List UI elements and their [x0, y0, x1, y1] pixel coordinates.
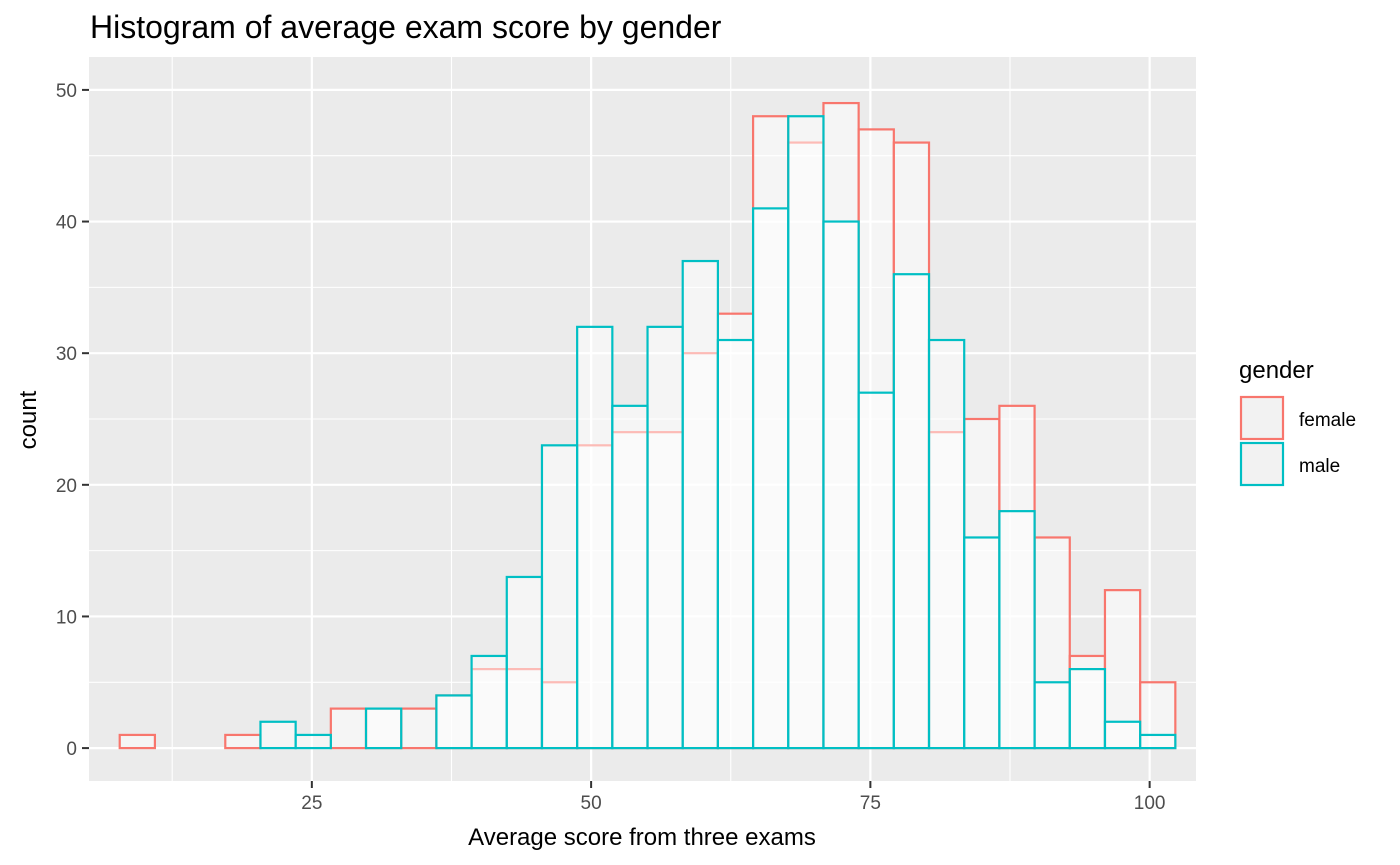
bar-male-9 [435, 694, 473, 750]
bar-male-5 [294, 733, 332, 750]
bar-female-8 [400, 707, 438, 750]
bar-male-25 [998, 510, 1036, 750]
chart-title: Histogram of average exam score by gende… [90, 9, 722, 45]
bar-female-6 [329, 707, 368, 750]
bar-male-29 [1139, 733, 1177, 750]
x-tick-label-2: 75 [860, 793, 881, 814]
x-tick-label-0: 25 [301, 793, 322, 814]
bar-male-21 [857, 391, 895, 750]
y-axis: 0 10 20 30 40 50 [56, 81, 89, 760]
bar-male-20 [822, 220, 860, 750]
bar-male-23 [927, 338, 966, 750]
legend-label-male: male [1299, 456, 1340, 477]
bar-male-26 [1033, 681, 1071, 750]
x-tick-label-1: 50 [581, 793, 602, 814]
bar-male-14 [611, 404, 649, 750]
bar-male-12 [540, 444, 579, 750]
legend: gender female male [1239, 357, 1356, 487]
legend-title: gender [1239, 357, 1314, 384]
x-tick-label-3: 100 [1134, 793, 1166, 814]
bar-male-22 [892, 273, 931, 750]
y-tick-label-4: 40 [56, 213, 77, 234]
bar-male-27 [1068, 668, 1107, 750]
bar-female-0 [118, 733, 157, 750]
bar-male-11 [505, 575, 544, 750]
legend-label-female: female [1299, 410, 1356, 431]
bar-male-13 [576, 325, 614, 750]
series-male-bars [259, 115, 1177, 750]
bar-male-17 [716, 338, 755, 750]
bar-male-10 [470, 654, 508, 750]
bar-female-3 [224, 733, 262, 750]
y-axis-title: count [15, 390, 42, 449]
x-axis-title: Average score from three exams [468, 824, 816, 851]
y-tick-label-3: 30 [56, 344, 77, 365]
bar-male-28 [1103, 720, 1142, 750]
y-tick-label-1: 10 [56, 607, 77, 628]
bar-male-4 [259, 720, 297, 750]
x-axis: 25 50 75 100 [301, 781, 1165, 814]
y-tick-label-2: 20 [56, 476, 77, 497]
y-tick-label-5: 50 [56, 81, 77, 102]
bar-male-19 [787, 115, 825, 750]
bar-male-7 [364, 707, 403, 750]
bar-male-16 [681, 259, 720, 750]
bar-male-18 [751, 207, 790, 750]
y-tick-label-0: 0 [66, 739, 77, 760]
legend-key-male [1239, 441, 1285, 487]
bar-male-24 [963, 536, 1001, 750]
legend-key-female [1239, 395, 1285, 441]
bar-male-15 [646, 325, 684, 750]
